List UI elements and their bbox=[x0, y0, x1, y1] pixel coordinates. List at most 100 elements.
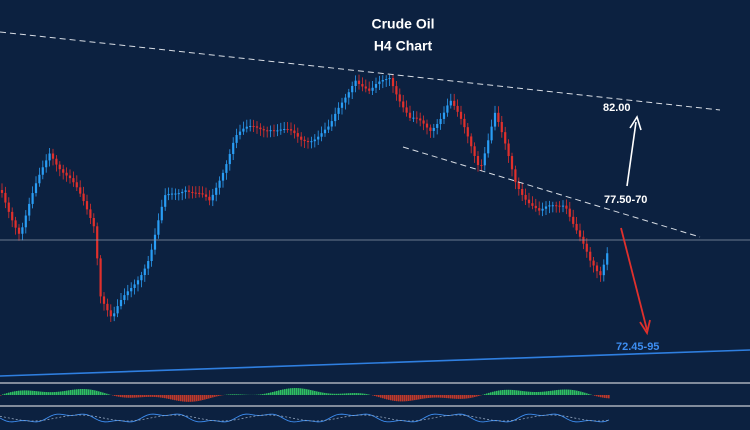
hist-bar bbox=[108, 394, 110, 395]
candle-body bbox=[585, 243, 588, 252]
hist-bar bbox=[218, 395, 220, 396]
candle-body bbox=[123, 295, 126, 301]
hist-bar bbox=[74, 389, 76, 395]
candle-body bbox=[504, 132, 507, 144]
candle-body bbox=[531, 203, 534, 206]
candle-body bbox=[276, 130, 279, 132]
hist-bar bbox=[2, 394, 4, 395]
hist-bar bbox=[136, 395, 138, 398]
candle-body bbox=[45, 160, 48, 168]
hist-bar bbox=[478, 395, 480, 396]
hist-bar bbox=[388, 395, 390, 400]
hist-bar bbox=[274, 391, 276, 395]
hist-bar bbox=[420, 395, 422, 400]
hist-bar bbox=[552, 390, 554, 395]
candle-body bbox=[507, 143, 510, 157]
candle-body bbox=[28, 203, 31, 216]
candle-body bbox=[470, 136, 473, 147]
candle-body bbox=[48, 153, 51, 161]
hist-bar bbox=[60, 391, 62, 395]
oscillator bbox=[0, 413, 610, 423]
candle-body bbox=[330, 121, 333, 127]
hist-bar bbox=[102, 392, 104, 395]
candle-body bbox=[55, 158, 58, 165]
hist-bar bbox=[604, 395, 606, 398]
hist-bar bbox=[148, 395, 150, 397]
candle-body bbox=[14, 220, 17, 228]
hist-bar bbox=[52, 392, 54, 395]
hist-bar bbox=[292, 388, 294, 395]
hist-bar bbox=[326, 393, 328, 395]
candle-body bbox=[500, 121, 503, 133]
hist-bar bbox=[408, 395, 410, 401]
hist-bar bbox=[144, 395, 146, 398]
hist-bar bbox=[228, 394, 230, 395]
candle-body bbox=[255, 126, 259, 128]
hist-bar bbox=[70, 390, 72, 395]
hist-bar bbox=[276, 390, 278, 395]
hist-bar bbox=[198, 395, 200, 401]
hist-bar bbox=[42, 391, 44, 395]
hist-bar bbox=[426, 395, 428, 399]
hist-bar bbox=[544, 391, 546, 395]
hist-bar bbox=[446, 395, 448, 399]
hist-bar bbox=[368, 394, 370, 395]
candle-body bbox=[119, 300, 123, 307]
hist-bar bbox=[308, 389, 310, 395]
hist-bar bbox=[516, 390, 518, 395]
candle-body bbox=[395, 86, 398, 95]
candle-body bbox=[415, 117, 418, 119]
hist-bar bbox=[178, 395, 180, 401]
candle-body bbox=[79, 187, 82, 194]
hist-bar bbox=[302, 388, 304, 395]
hist-bar bbox=[602, 395, 604, 398]
hist-bar bbox=[206, 395, 208, 400]
hist-bar bbox=[374, 395, 376, 396]
hist-bar bbox=[180, 395, 182, 402]
candle-body bbox=[480, 165, 483, 167]
hist-bar bbox=[354, 393, 356, 395]
candle-body bbox=[517, 182, 520, 190]
candle-body bbox=[7, 202, 10, 212]
hist-bar bbox=[8, 392, 10, 395]
hist-bar bbox=[584, 392, 586, 395]
hist-bar bbox=[472, 395, 474, 398]
hist-bar bbox=[156, 395, 158, 398]
candle-body bbox=[187, 190, 191, 192]
hist-bar bbox=[162, 395, 164, 398]
hist-bar bbox=[382, 395, 384, 399]
hist-bar bbox=[518, 390, 520, 395]
hist-bar bbox=[322, 392, 324, 395]
candle-body bbox=[266, 130, 269, 132]
candle-body bbox=[310, 141, 313, 143]
hist-bar bbox=[330, 393, 332, 395]
candle-body bbox=[289, 129, 293, 131]
hist-bar bbox=[240, 394, 242, 395]
hist-bar bbox=[344, 393, 346, 395]
hist-bar bbox=[130, 395, 132, 398]
hist-bar bbox=[412, 395, 414, 401]
arrow-up bbox=[626, 121, 637, 187]
hist-bar bbox=[50, 392, 52, 395]
candle-body bbox=[201, 193, 204, 195]
hist-bar bbox=[260, 394, 262, 395]
hist-bar bbox=[270, 392, 272, 395]
candle-body bbox=[177, 193, 180, 195]
candle-body bbox=[211, 194, 214, 201]
candle-body bbox=[218, 180, 221, 188]
hist-bar bbox=[474, 395, 476, 398]
hist-bar bbox=[196, 395, 198, 402]
candle-body bbox=[473, 146, 476, 156]
hist-bar bbox=[594, 395, 596, 396]
hist-bar bbox=[32, 390, 34, 395]
hist-bar bbox=[188, 395, 190, 402]
hist-bar bbox=[448, 395, 450, 399]
candle-body bbox=[208, 196, 211, 201]
hist-bar bbox=[526, 391, 528, 395]
candle-body bbox=[317, 136, 320, 140]
hist-bar bbox=[348, 393, 350, 395]
candle-body bbox=[245, 126, 248, 129]
hist-bar bbox=[468, 395, 470, 399]
candle-body bbox=[436, 124, 439, 128]
hist-bar bbox=[460, 395, 462, 399]
